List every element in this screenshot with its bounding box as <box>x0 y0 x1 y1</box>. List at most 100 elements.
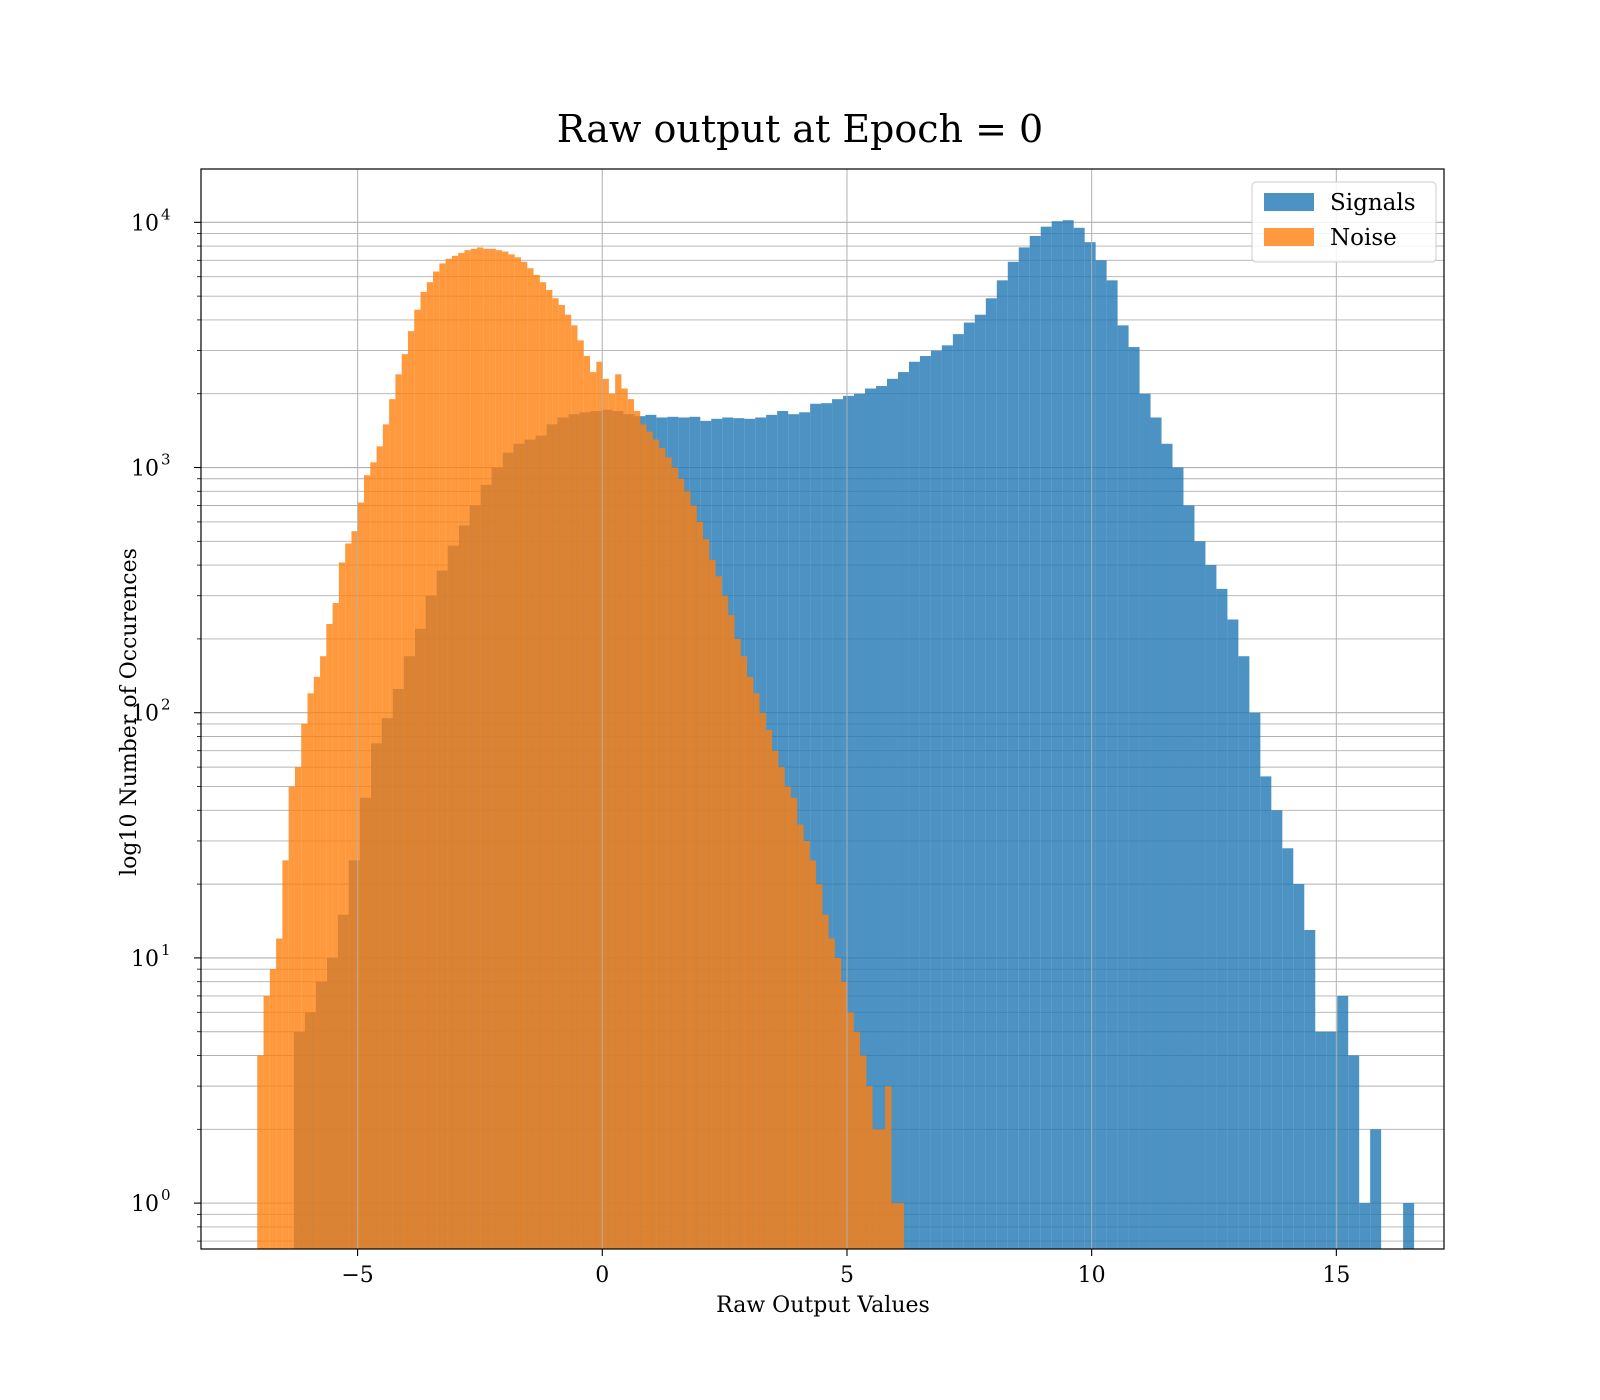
noise-bar <box>282 860 289 1249</box>
noise-bar <box>778 767 785 1249</box>
noise-bar <box>439 263 446 1249</box>
plot-frame <box>200 168 1445 1250</box>
noise-bar <box>696 521 704 1249</box>
noise-bar <box>389 399 396 1250</box>
noise-bar <box>878 1129 886 1249</box>
noise-bar <box>659 448 666 1249</box>
noise-bar <box>690 505 697 1249</box>
noise-bar <box>633 411 641 1249</box>
signals-bar <box>1315 1031 1327 1249</box>
noise-bar <box>596 361 603 1249</box>
signals-bar <box>996 280 1008 1249</box>
signals-bar <box>908 361 920 1249</box>
x-tick-label: 15 <box>1322 1263 1350 1288</box>
signals-bar <box>875 386 887 1249</box>
noise-bar <box>332 603 339 1249</box>
signals-bar <box>1018 247 1030 1250</box>
signals-bar <box>1304 929 1316 1249</box>
noise-bar <box>426 282 434 1249</box>
y-tick-label: 10 <box>131 211 159 236</box>
signals-bar <box>1216 588 1228 1249</box>
y-tick-exponent: 4 <box>161 205 171 223</box>
y-tick-label: 10 <box>131 457 159 482</box>
noise-bar <box>753 693 760 1249</box>
signals-bar <box>952 334 964 1249</box>
noise-bar <box>608 393 616 1249</box>
legend-label-signals: Signals <box>1330 190 1416 216</box>
noise-bar <box>395 374 402 1249</box>
chart-title: Raw output at Epoch = 0 <box>557 107 1043 151</box>
noise-bar <box>740 656 748 1249</box>
signals-bar <box>1117 325 1129 1249</box>
noise-bar <box>546 289 553 1249</box>
noise-bar <box>866 1086 873 1249</box>
noise-bar <box>313 676 321 1249</box>
y-axis-label: log10 Number of Occurences <box>117 548 142 876</box>
noise-bar <box>527 268 534 1249</box>
noise-bar <box>665 457 672 1249</box>
noise-bar <box>357 502 365 1249</box>
noise-bar <box>885 1086 892 1249</box>
noise-bar <box>370 462 377 1249</box>
signals-bar <box>919 355 931 1249</box>
noise-bar <box>382 424 390 1249</box>
noise-bar <box>445 258 452 1249</box>
noise-bar <box>508 254 515 1250</box>
y-tick-exponent: 3 <box>161 451 171 469</box>
noise-bar <box>816 884 823 1249</box>
noise-bar <box>301 723 308 1249</box>
noise-bar <box>728 615 735 1249</box>
signals-bar <box>930 350 942 1249</box>
noise-bar <box>860 1055 867 1249</box>
y-tick-label: 10 <box>131 947 159 972</box>
signals-bar <box>1161 443 1173 1250</box>
vertical-grid-overlay <box>357 169 1337 1249</box>
signals-bar <box>832 399 844 1250</box>
signals-bar <box>1260 776 1272 1249</box>
signals-bar <box>963 322 975 1250</box>
noise-bar <box>677 478 685 1249</box>
y-tick-label: 10 <box>131 1192 159 1217</box>
signals-bar <box>1227 619 1239 1249</box>
signals-bar <box>1370 1129 1382 1249</box>
x-axis-label: Raw Output Values <box>716 1293 930 1318</box>
legend: Signals Noise <box>1251 181 1437 263</box>
signals-bar <box>1062 220 1074 1249</box>
y-tick-label: 10 <box>131 702 159 727</box>
x-axis-ticks: −5 0 5 10 15 <box>341 1249 1350 1288</box>
noise-bar <box>759 712 766 1249</box>
x-tick-label: 0 <box>595 1263 609 1288</box>
noise-bar <box>602 378 609 1249</box>
noise-bar <box>615 374 622 1249</box>
noise-bar <box>847 1012 854 1249</box>
noise-bar <box>640 424 647 1249</box>
signals-bar <box>1359 1203 1371 1249</box>
noise-bar <box>684 491 691 1249</box>
noise-bar <box>376 446 383 1249</box>
noise-bar <box>734 638 741 1249</box>
signals-bar <box>1128 347 1140 1249</box>
signals-bar <box>1282 848 1294 1249</box>
noise-bar <box>489 248 496 1250</box>
noise-bar <box>263 995 270 1249</box>
noise-bar <box>790 797 798 1249</box>
noise-bar <box>621 388 628 1249</box>
signals-bar <box>1051 221 1063 1249</box>
noise-bar <box>276 938 283 1249</box>
noise-bar <box>828 938 835 1249</box>
noise-bar <box>364 475 371 1249</box>
noise-bar <box>822 914 829 1249</box>
signals-bar <box>1205 565 1217 1249</box>
signals-bar <box>941 345 953 1249</box>
noise-bar <box>420 291 427 1249</box>
noise-bar <box>326 624 333 1249</box>
noise-bar <box>502 251 509 1249</box>
y-tick-exponent: 2 <box>161 696 171 714</box>
noise-bar <box>627 399 634 1250</box>
noise-bar <box>721 595 729 1249</box>
noise-bar <box>401 354 408 1249</box>
noise-bar <box>709 559 716 1249</box>
signals-bar <box>1326 1031 1338 1249</box>
